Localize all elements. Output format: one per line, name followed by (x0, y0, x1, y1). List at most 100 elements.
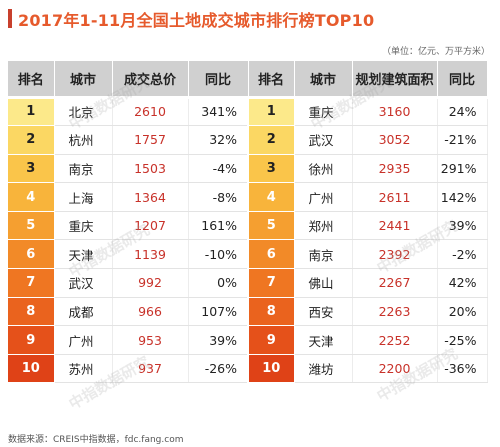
city-cell: 南京 (294, 239, 353, 270)
city-cell: 北京 (54, 97, 113, 127)
city-cell: 重庆 (294, 97, 353, 127)
city-cell: 广州 (294, 182, 353, 212)
rank-badge: 9 (8, 325, 55, 355)
table-row: 3 南京 1503 -4% 3 徐州 2935 291% (8, 154, 488, 184)
planned-area-cell: 2611 (352, 182, 438, 212)
total-price-cell: 966 (112, 297, 189, 327)
table-row: 8 成都 966 107% 8 西安 2263 20% (8, 297, 488, 327)
city-cell: 武汉 (54, 268, 113, 298)
total-price-cell: 1207 (112, 211, 189, 241)
total-price-cell: 992 (112, 268, 189, 298)
yoy-cell: 142% (437, 182, 488, 212)
source-note: 数据来源：CREIS中指数据，fdc.fang.com (8, 435, 184, 445)
header-city: 城市 (54, 61, 113, 99)
yoy-cell: 107% (188, 297, 249, 327)
header-total-price: 成交总价 (112, 61, 189, 99)
rank-badge: 8 (248, 297, 295, 327)
yoy-cell: 161% (188, 211, 249, 241)
unit-note: （单位：亿元、万平方米） (381, 47, 490, 57)
header-city: 城市 (294, 61, 353, 99)
city-cell: 苏州 (54, 354, 113, 384)
rank-badge: 8 (8, 297, 55, 327)
rank-badge: 6 (8, 239, 55, 270)
planned-area-cell: 3052 (352, 125, 438, 155)
rank-badge: 2 (8, 125, 55, 155)
yoy-cell: -2% (437, 239, 488, 270)
table-row: 4 上海 1364 -8% 4 广州 2611 142% (8, 182, 488, 212)
rank-badge: 5 (248, 211, 295, 241)
total-price-cell: 953 (112, 325, 189, 355)
total-price-cell: 1757 (112, 125, 189, 155)
planned-area-cell: 2441 (352, 211, 438, 241)
rank-badge: 10 (248, 354, 295, 384)
yoy-cell: -4% (188, 154, 249, 184)
yoy-cell: 39% (188, 325, 249, 355)
yoy-cell: 0% (188, 268, 249, 298)
yoy-cell: 20% (437, 297, 488, 327)
ranking-table: 排名 城市 成交总价 同比 排名 城市 规划建筑面积 同比 1 北京 2610 341… (8, 61, 488, 384)
city-cell: 重庆 (54, 211, 113, 241)
city-cell: 成都 (54, 297, 113, 327)
title-accent (8, 9, 12, 28)
total-price-cell: 937 (112, 354, 189, 384)
planned-area-cell: 2267 (352, 268, 438, 298)
table-row: 7 武汉 992 0% 7 佛山 2267 42% (8, 268, 488, 298)
header-yoy: 同比 (437, 61, 488, 99)
page-title: 2017年1-11月全国土地成交城市排行榜TOP10 (18, 11, 375, 30)
rank-badge: 3 (248, 154, 295, 184)
yoy-cell: 32% (188, 125, 249, 155)
city-cell: 郑州 (294, 211, 353, 241)
table-row: 10 苏州 937 -26% 10 潍坊 2200 -36% (8, 354, 488, 384)
city-cell: 南京 (54, 154, 113, 184)
rank-badge: 7 (248, 268, 295, 298)
rank-badge: 1 (8, 97, 55, 127)
city-cell: 佛山 (294, 268, 353, 298)
city-cell: 西安 (294, 297, 353, 327)
city-cell: 上海 (54, 182, 113, 212)
table-header-row: 排名 城市 成交总价 同比 排名 城市 规划建筑面积 同比 (8, 61, 488, 99)
table-row: 9 广州 953 39% 9 天津 2252 -25% (8, 325, 488, 355)
city-cell: 天津 (54, 239, 113, 270)
planned-area-cell: 3160 (352, 97, 438, 127)
yoy-cell: -25% (437, 325, 488, 355)
rank-badge: 1 (248, 97, 295, 127)
yoy-cell: 39% (437, 211, 488, 241)
yoy-cell: -10% (188, 239, 249, 270)
header-rank: 排名 (8, 61, 55, 99)
rank-badge: 4 (8, 182, 55, 212)
rank-badge: 7 (8, 268, 55, 298)
title-bar: 2017年1-11月全国土地成交城市排行榜TOP10 (0, 0, 500, 38)
rank-badge: 5 (8, 211, 55, 241)
header-rank: 排名 (248, 61, 295, 99)
yoy-cell: 42% (437, 268, 488, 298)
city-cell: 杭州 (54, 125, 113, 155)
city-cell: 徐州 (294, 154, 353, 184)
rank-badge: 6 (248, 239, 295, 270)
yoy-cell: 291% (437, 154, 488, 184)
table-row: 6 天津 1139 -10% 6 南京 2392 -2% (8, 239, 488, 270)
total-price-cell: 1139 (112, 239, 189, 270)
total-price-cell: 1503 (112, 154, 189, 184)
table-row: 5 重庆 1207 161% 5 郑州 2441 39% (8, 211, 488, 241)
yoy-cell: -36% (437, 354, 488, 384)
yoy-cell: 24% (437, 97, 488, 127)
total-price-cell: 1364 (112, 182, 189, 212)
planned-area-cell: 2200 (352, 354, 438, 384)
city-cell: 天津 (294, 325, 353, 355)
header-yoy: 同比 (188, 61, 249, 99)
planned-area-cell: 2252 (352, 325, 438, 355)
yoy-cell: 341% (188, 97, 249, 127)
yoy-cell: -21% (437, 125, 488, 155)
rank-badge: 9 (248, 325, 295, 355)
city-cell: 潍坊 (294, 354, 353, 384)
rank-badge: 3 (8, 154, 55, 184)
table-row: 2 杭州 1757 32% 2 武汉 3052 -21% (8, 125, 488, 155)
planned-area-cell: 2263 (352, 297, 438, 327)
rank-badge: 10 (8, 354, 55, 384)
table-row: 1 北京 2610 341% 1 重庆 3160 24% (8, 97, 488, 127)
rank-badge: 2 (248, 125, 295, 155)
header-planned-area: 规划建筑面积 (352, 61, 438, 99)
yoy-cell: -8% (188, 182, 249, 212)
planned-area-cell: 2935 (352, 154, 438, 184)
city-cell: 广州 (54, 325, 113, 355)
